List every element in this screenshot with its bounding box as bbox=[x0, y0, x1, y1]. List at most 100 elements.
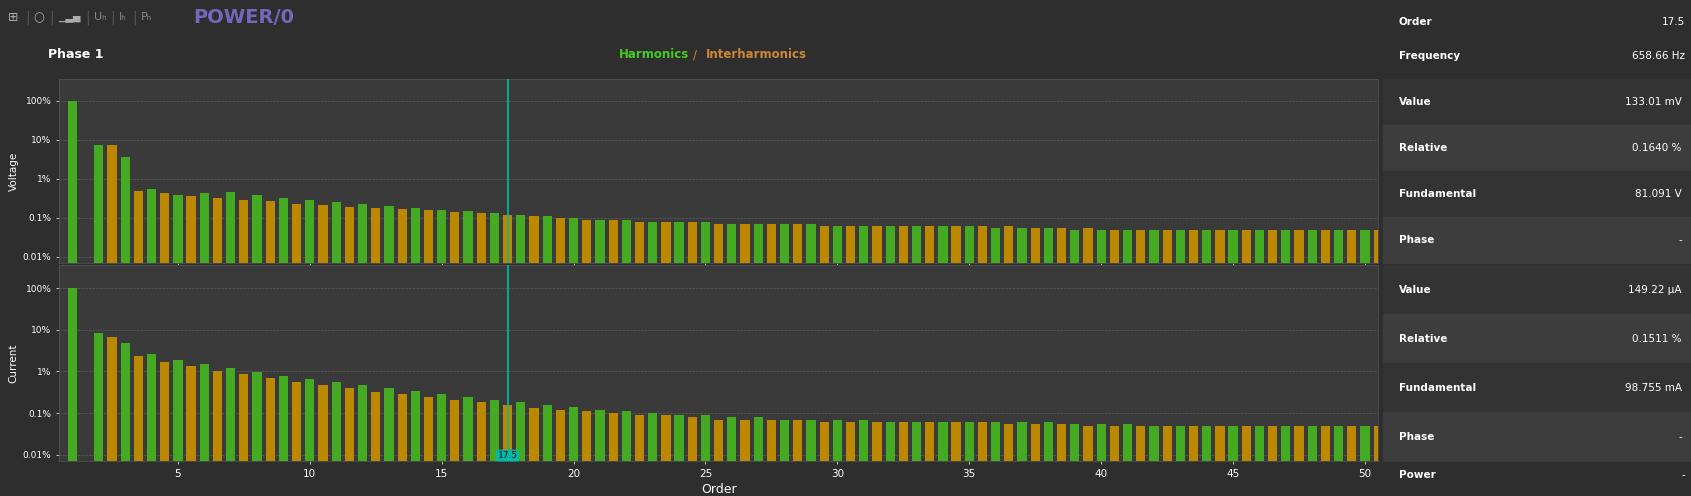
Bar bbox=[832, 420, 842, 496]
Bar bbox=[898, 227, 908, 496]
Bar bbox=[1123, 230, 1133, 496]
Bar bbox=[766, 420, 776, 496]
Bar bbox=[172, 360, 183, 496]
Text: ⊞: ⊞ bbox=[8, 11, 19, 24]
Bar bbox=[634, 222, 644, 496]
Bar bbox=[463, 396, 473, 496]
Bar bbox=[1321, 230, 1331, 496]
Text: 658.66 Hz: 658.66 Hz bbox=[1632, 51, 1684, 61]
Bar bbox=[161, 193, 169, 496]
Bar bbox=[793, 420, 803, 496]
Bar bbox=[661, 222, 671, 496]
Bar bbox=[95, 333, 103, 496]
Bar bbox=[213, 371, 222, 496]
Bar bbox=[1109, 230, 1119, 496]
Bar bbox=[1202, 230, 1211, 496]
Text: 17.5: 17.5 bbox=[497, 451, 517, 460]
Bar bbox=[727, 224, 737, 496]
Bar bbox=[1070, 230, 1079, 496]
Bar bbox=[370, 391, 380, 496]
Bar bbox=[543, 216, 551, 496]
Bar bbox=[1373, 426, 1383, 496]
Text: Uₕ: Uₕ bbox=[93, 12, 107, 22]
Bar bbox=[397, 209, 408, 496]
Bar bbox=[490, 213, 499, 496]
Bar bbox=[1255, 426, 1265, 496]
Text: Phase 1: Phase 1 bbox=[49, 48, 103, 62]
Bar bbox=[95, 144, 103, 496]
Bar bbox=[1255, 230, 1265, 496]
Bar bbox=[1383, 265, 1691, 314]
Bar bbox=[793, 224, 803, 496]
Bar bbox=[120, 343, 130, 496]
Bar bbox=[1123, 424, 1133, 496]
Bar bbox=[648, 413, 658, 496]
Bar bbox=[1334, 426, 1343, 496]
Bar bbox=[820, 227, 829, 496]
Bar bbox=[1383, 363, 1691, 412]
Text: Order: Order bbox=[1398, 17, 1432, 27]
Text: Interharmonics: Interharmonics bbox=[705, 48, 807, 62]
Bar bbox=[1004, 227, 1013, 496]
Bar bbox=[424, 397, 433, 496]
Text: -: - bbox=[1677, 432, 1683, 442]
Bar bbox=[1004, 424, 1013, 496]
Bar bbox=[609, 413, 617, 496]
Text: 0.1640 %: 0.1640 % bbox=[1632, 143, 1683, 153]
Bar bbox=[977, 227, 988, 496]
Text: /: / bbox=[693, 48, 697, 62]
Bar bbox=[161, 362, 169, 496]
Bar bbox=[911, 423, 922, 496]
Bar bbox=[411, 391, 419, 496]
Bar bbox=[1360, 230, 1370, 496]
Bar bbox=[1348, 426, 1356, 496]
Bar bbox=[675, 222, 683, 496]
Bar bbox=[397, 394, 408, 496]
Bar bbox=[252, 195, 262, 496]
Bar bbox=[582, 220, 592, 496]
Text: 0.1511 %: 0.1511 % bbox=[1632, 334, 1683, 344]
Bar bbox=[134, 191, 144, 496]
Bar bbox=[450, 400, 460, 496]
Bar bbox=[358, 204, 367, 496]
Bar bbox=[1018, 228, 1026, 496]
Bar bbox=[991, 423, 1001, 496]
Bar bbox=[279, 376, 287, 496]
Bar bbox=[1241, 230, 1251, 496]
Bar bbox=[622, 220, 631, 496]
Bar bbox=[820, 423, 829, 496]
Bar bbox=[846, 423, 856, 496]
Bar bbox=[147, 354, 156, 496]
Text: |: | bbox=[49, 10, 54, 25]
Bar bbox=[556, 410, 565, 496]
Bar bbox=[265, 378, 276, 496]
Bar bbox=[807, 420, 815, 496]
Text: Iₕ: Iₕ bbox=[118, 12, 127, 22]
Bar bbox=[227, 191, 235, 496]
Bar bbox=[807, 224, 815, 496]
Bar bbox=[370, 208, 380, 496]
Bar bbox=[741, 420, 749, 496]
Bar bbox=[1057, 228, 1067, 496]
Bar bbox=[556, 218, 565, 496]
Text: Harmonics: Harmonics bbox=[619, 48, 690, 62]
Bar bbox=[490, 400, 499, 496]
Bar bbox=[886, 227, 895, 496]
Bar bbox=[134, 356, 144, 496]
Bar bbox=[1307, 230, 1317, 496]
Bar bbox=[107, 337, 117, 496]
Bar bbox=[780, 420, 790, 496]
Bar bbox=[700, 222, 710, 496]
Text: Value: Value bbox=[1398, 97, 1431, 107]
Bar bbox=[1175, 230, 1185, 496]
Text: Phase: Phase bbox=[1398, 235, 1434, 245]
Bar bbox=[634, 415, 644, 496]
Bar bbox=[1202, 426, 1211, 496]
Bar bbox=[1268, 426, 1277, 496]
Text: |: | bbox=[110, 10, 115, 25]
Bar bbox=[172, 195, 183, 496]
Bar bbox=[568, 218, 578, 496]
Bar bbox=[1030, 228, 1040, 496]
Bar bbox=[1096, 230, 1106, 496]
Text: POWER/0: POWER/0 bbox=[193, 8, 294, 27]
